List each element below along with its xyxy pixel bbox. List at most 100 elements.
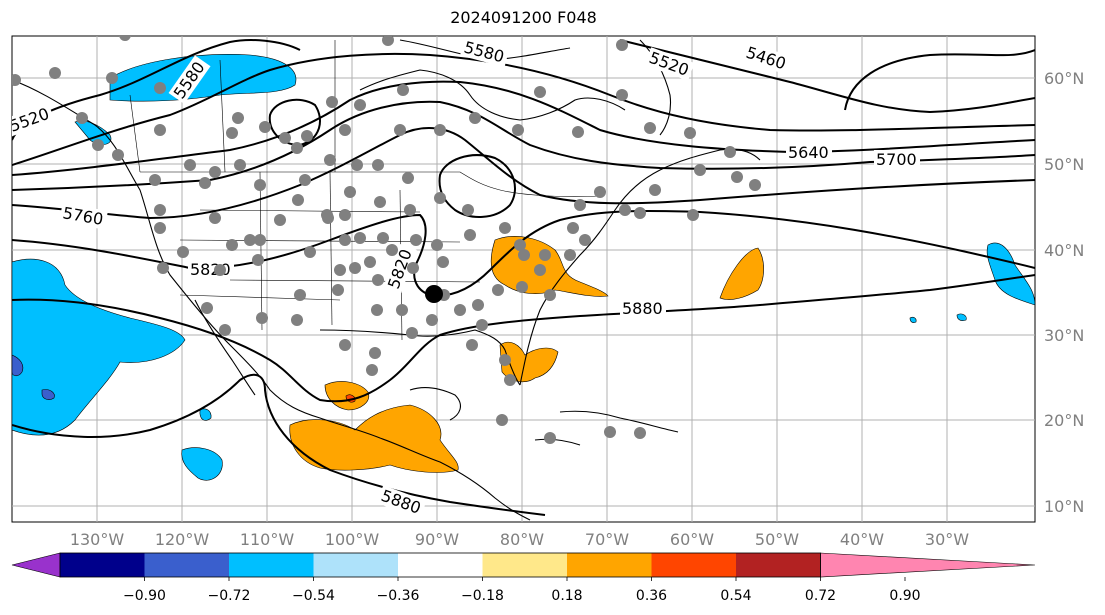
map-title: 2024091200 F048 (450, 8, 597, 27)
station-marker (344, 186, 356, 198)
colorbar-tick-label: 0.90 (889, 588, 920, 604)
latitude-label: 30°N (1044, 326, 1084, 345)
longitude-label: 70°W (585, 530, 629, 549)
station-marker (386, 244, 398, 256)
shade-blue-small-1 (181, 447, 223, 481)
contour-low-greatlakes (438, 154, 516, 218)
station-marker (434, 192, 446, 204)
station-marker (394, 124, 406, 136)
station-marker (154, 82, 166, 94)
station-marker (154, 124, 166, 136)
station-marker (476, 319, 488, 331)
station-marker (407, 262, 419, 274)
longitude-label: 40°W (840, 530, 884, 549)
station-marker (209, 212, 221, 224)
contour-label: 5700 (876, 150, 917, 169)
colorbar-tick-label: 0.36 (636, 588, 667, 604)
station-marker (564, 249, 576, 261)
longitude-label: 130°W (70, 530, 125, 549)
station-marker (644, 122, 656, 134)
station-marker (544, 289, 556, 301)
station-marker (377, 232, 389, 244)
station-marker (544, 432, 556, 444)
longitude-label: 100°W (325, 530, 380, 549)
station-marker (324, 154, 336, 166)
longitude-label: 50°W (755, 530, 799, 549)
station-marker (339, 209, 351, 221)
colorbar-segment (229, 553, 314, 577)
colorbar-extend-left (11, 552, 61, 578)
colorbar-tick-label: 0.72 (805, 588, 836, 604)
station-marker (687, 209, 699, 221)
station-marker (572, 126, 584, 138)
colorbar-tick-label: 0.18 (551, 588, 582, 604)
station-marker (354, 99, 366, 111)
station-marker (291, 314, 303, 326)
shade-blue-small-2 (199, 408, 212, 421)
colorbar-tick-label: −0.18 (461, 588, 504, 604)
station-marker (326, 96, 338, 108)
longitude-label: 30°W (925, 530, 969, 549)
station-marker (254, 179, 266, 191)
colorbar-tick-label: −0.36 (377, 588, 420, 604)
contour-5760 (12, 127, 1035, 220)
longitude-labels: 130°W 120°W 110°W 100°W 90°W 80°W 70°W 60°W 50°W… (70, 530, 969, 549)
station-marker (684, 127, 696, 139)
shade-blue-pacific (12, 258, 186, 436)
station-marker (512, 124, 524, 136)
station-marker (334, 264, 346, 276)
colorbar-segment (482, 553, 567, 577)
colorbar-tick-label: −0.54 (292, 588, 335, 604)
station-marker (454, 304, 466, 316)
shade-purple-pacific (12, 354, 24, 377)
station-marker (514, 239, 526, 251)
station-marker (301, 130, 313, 142)
contour-5520-east (619, 39, 1035, 114)
station-marker (731, 171, 743, 183)
station-marker (209, 166, 221, 178)
longitude-label: 60°W (670, 530, 714, 549)
latitude-label: 60°N (1044, 69, 1084, 88)
station-marker (244, 234, 256, 246)
station-marker (404, 204, 416, 216)
station-marker (749, 179, 761, 191)
contour-ring-canada (268, 98, 321, 147)
station-marker (431, 239, 443, 251)
station-marker (406, 327, 418, 339)
station-marker (106, 72, 118, 84)
station-marker (232, 112, 244, 124)
colorbar-segment (567, 553, 652, 577)
station-marker (499, 222, 511, 234)
station-marker (594, 186, 606, 198)
colorbar-segment (736, 553, 821, 577)
station-marker (294, 289, 306, 301)
longitude-label: 110°W (240, 530, 295, 549)
station-marker (112, 149, 124, 161)
station-marker (434, 124, 446, 136)
shade-blue-atlantic-2 (909, 316, 917, 323)
latitude-label: 40°N (1044, 241, 1084, 260)
station-marker (304, 246, 316, 258)
station-marker (177, 246, 189, 258)
station-marker (372, 159, 384, 171)
station-marker (351, 159, 363, 171)
station-marker (366, 364, 378, 376)
station-marker (76, 112, 88, 124)
station-marker (604, 426, 616, 438)
station-marker (437, 256, 449, 268)
longitude-label: 80°W (500, 530, 544, 549)
colorbar-segment (398, 553, 483, 577)
station-marker (154, 222, 166, 234)
station-marker (499, 354, 511, 366)
station-marker (649, 184, 661, 196)
station-marker (184, 159, 196, 171)
station-marker (354, 232, 366, 244)
station-marker (574, 199, 586, 211)
station-marker (349, 262, 361, 274)
station-marker (516, 281, 528, 293)
station-marker (274, 214, 286, 226)
station-marker (339, 234, 351, 246)
station-marker (154, 204, 166, 216)
latitude-label: 20°N (1044, 411, 1084, 430)
